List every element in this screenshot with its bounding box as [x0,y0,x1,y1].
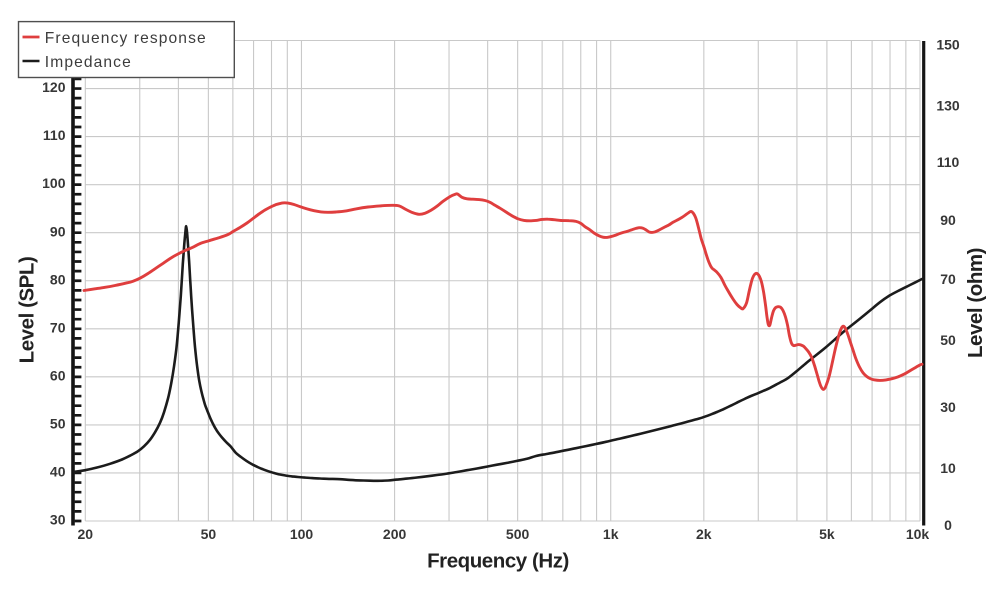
svg-text:Impedance: Impedance [45,54,132,71]
svg-text:Level (ohm): Level (ohm) [964,248,987,358]
svg-text:90: 90 [50,223,66,239]
svg-text:60: 60 [50,368,66,384]
svg-text:40: 40 [50,464,66,480]
svg-text:1k: 1k [603,526,619,542]
svg-text:5k: 5k [819,526,835,542]
svg-text:10: 10 [940,460,956,476]
svg-text:0: 0 [944,517,952,533]
svg-text:110: 110 [43,127,66,143]
svg-text:100: 100 [42,175,66,191]
svg-text:110: 110 [937,154,960,170]
svg-text:80: 80 [50,271,66,287]
svg-text:90: 90 [940,212,956,228]
svg-text:100: 100 [290,526,314,542]
svg-text:10k: 10k [906,526,930,542]
svg-text:30: 30 [50,512,66,528]
svg-text:130: 130 [936,97,960,113]
svg-text:500: 500 [506,526,530,542]
svg-text:120: 120 [42,79,66,95]
svg-text:70: 70 [50,319,66,335]
svg-text:50: 50 [940,332,956,348]
svg-text:200: 200 [383,526,407,542]
svg-text:Frequency response: Frequency response [45,30,207,47]
svg-text:50: 50 [50,416,66,432]
svg-text:Level (SPL): Level (SPL) [15,257,38,364]
svg-text:30: 30 [940,399,956,415]
svg-text:2k: 2k [696,526,712,542]
svg-text:50: 50 [201,526,217,542]
svg-text:20: 20 [78,526,94,542]
svg-text:Frequency (Hz): Frequency (Hz) [427,550,569,573]
svg-text:150: 150 [936,36,960,52]
svg-text:70: 70 [940,271,956,287]
